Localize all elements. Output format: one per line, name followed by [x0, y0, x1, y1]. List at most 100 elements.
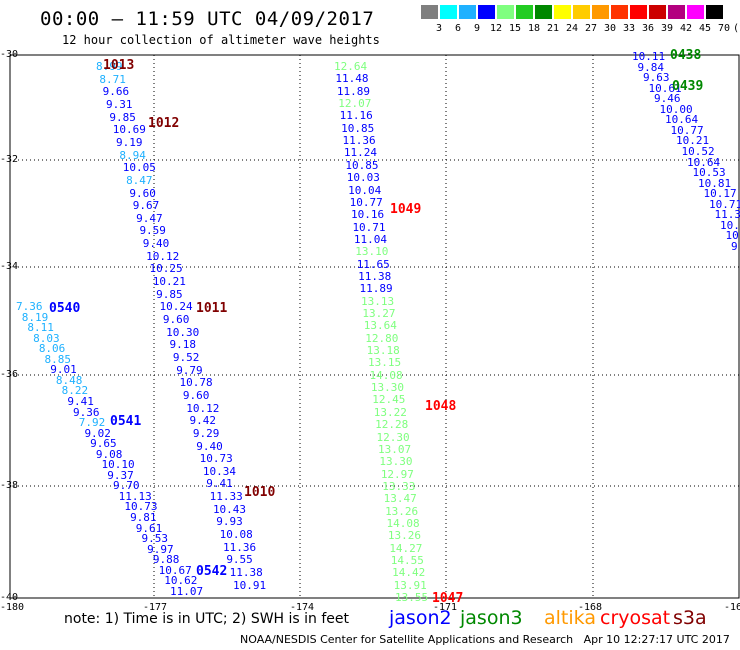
wave-height-value: 10.73 [124, 500, 158, 514]
wave-height-value: 12.97 [380, 467, 414, 481]
wave-height-value: 10.08 [219, 528, 253, 542]
scale-label: 6 [454, 23, 462, 34]
wave-height-value: 9.81 [130, 511, 157, 524]
latitude-label: -40 [0, 592, 19, 603]
page-title: 00:00 – 11:59 UTC 04/09/2017 [40, 8, 375, 30]
wave-height-value: 12.45 [372, 393, 406, 407]
latitude-label: -34 [0, 261, 19, 272]
longitude-label: -174 [290, 602, 315, 613]
wave-height-value: 10.64 [687, 155, 721, 169]
scale-swatch [687, 5, 704, 19]
scale-label: 24 [565, 23, 579, 34]
wave-height-value: 9.84 [637, 60, 665, 74]
scale-label: (ft) [733, 23, 740, 34]
wave-height-value: 11.33 [209, 490, 243, 504]
wave-height-value: 8.71 [99, 72, 126, 86]
wave-height-value: 10.91 [233, 578, 267, 592]
wave-height-value: 10.53 [692, 166, 726, 180]
scale-label: 18 [527, 23, 541, 34]
wave-height-value: 10.12 [186, 401, 220, 415]
wave-height-value: 10.71 [709, 197, 740, 211]
wave-height-value: 9.36 [73, 405, 100, 419]
longitude-label: -180 [0, 602, 25, 613]
scale-swatch [611, 5, 628, 19]
wave-height-value: 13.07 [377, 442, 412, 456]
wave-height-value: 13.47 [383, 492, 417, 506]
wave-height-value: 9.79 [176, 363, 203, 377]
wave-height-value: 13.26 [387, 529, 422, 543]
wave-height-value: 8.48 [55, 373, 83, 387]
wave-height-value: 9.53 [141, 532, 168, 546]
wave-height-value: 9.02 [84, 426, 111, 440]
wave-height-value: 11.65 [356, 257, 390, 271]
latitude-label: -36 [0, 369, 19, 380]
wave-height-value: 10.1 [725, 229, 740, 243]
wave-height-value: 8.85 [44, 352, 72, 366]
wave-height-value: 10.78 [179, 376, 213, 390]
scale-swatch [592, 5, 609, 19]
wave-height-value: 9.01 [50, 363, 77, 377]
wave-height-value: 9.65 [90, 437, 117, 451]
track-id-label: 1011 [196, 301, 228, 316]
wave-height-value: 9.85 [109, 110, 136, 124]
wave-height-value: 10.04 [348, 183, 382, 197]
wave-height-value: 10.67 [158, 563, 192, 577]
wave-height-value: 11.07 [170, 584, 204, 598]
wave-height-value: 10.73 [199, 452, 233, 466]
wave-height-value: 14.08 [386, 516, 420, 530]
latitude-label: -32 [0, 154, 19, 165]
wave-height-value: 9.66 [102, 85, 130, 99]
scale-swatch [535, 5, 552, 19]
wave-height-value: 9.29 [192, 426, 220, 440]
scale-label: 42 [679, 23, 693, 34]
wave-height-value: 10.64 [665, 113, 699, 127]
longitude-label: -16 [724, 602, 740, 613]
scale-swatch [478, 5, 495, 19]
wave-height-value: 10.71 [352, 220, 386, 234]
wave-height-value: 14.08 [369, 368, 403, 382]
wave-height-value: 9.40 [196, 439, 223, 453]
wave-height-value: 13.15 [368, 356, 402, 370]
wave-height-value: 10.11 [632, 50, 666, 63]
wave-height-value: 10.30 [166, 325, 200, 339]
wave-height-value: 9.37 [107, 468, 134, 482]
scale-label: 39 [660, 23, 674, 34]
scale-label: 3 [435, 23, 443, 34]
wave-height-value: 13.13 [360, 294, 395, 308]
wave-height-value: 10.34 [202, 464, 237, 478]
scale-swatch [459, 5, 476, 19]
wave-height-value: 9.46 [654, 92, 681, 106]
wave-height-value: 8.03 [33, 331, 60, 345]
wave-height-value: 9.70 [112, 479, 140, 493]
wave-height-value: 11.38 [358, 269, 392, 283]
wave-height-value: 10.85 [345, 158, 379, 172]
scale-label: 9 [473, 23, 481, 34]
scale-label: 12 [489, 23, 503, 34]
wave-height-value: 10.81 [698, 176, 732, 190]
scale-label: 27 [584, 23, 598, 34]
wave-height-value: 9 [731, 239, 738, 253]
wave-height-value: 11.16 [339, 109, 373, 123]
wave-height-value: 13.64 [363, 319, 397, 333]
wave-height-value: 10.10 [101, 458, 135, 472]
scale-swatch [516, 5, 533, 19]
wave-height-value: 10.32 [720, 218, 740, 232]
track-id-label: 0438 [670, 48, 702, 63]
scale-label: 33 [622, 23, 636, 34]
scale-label: 45 [698, 23, 712, 34]
latitude-label: -38 [0, 480, 19, 491]
wave-height-value: 10.03 [346, 171, 380, 185]
wave-height-value: 13.30 [379, 455, 413, 469]
scale-swatch [668, 5, 685, 19]
wave-height-value: 14.27 [389, 541, 423, 555]
wave-height-value: 10.05 [122, 161, 156, 175]
scale-label: 36 [641, 23, 655, 34]
wave-height-value: 10.21 [152, 275, 186, 289]
scale-label: 70 [717, 23, 731, 34]
scale-swatch [554, 5, 571, 19]
wave-height-value: 9.63 [643, 71, 670, 85]
wave-height-value: 13.22 [373, 405, 407, 419]
wave-height-value: 13.91 [393, 578, 427, 592]
wave-height-value: 10.61 [648, 81, 682, 95]
wave-height-value: 9.52 [172, 350, 200, 364]
